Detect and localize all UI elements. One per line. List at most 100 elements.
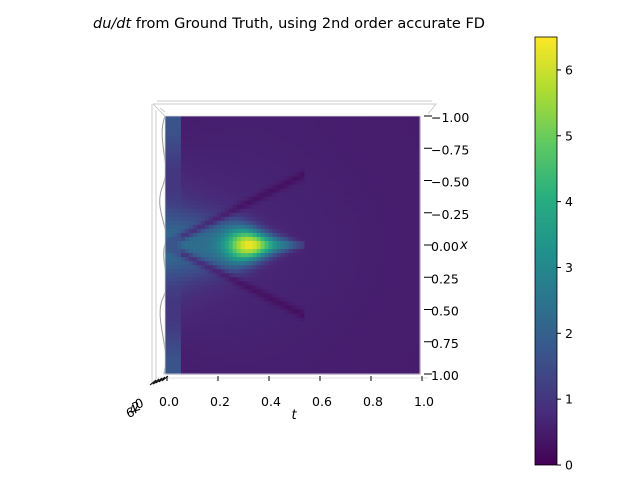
heatmap-cell (232, 317, 238, 323)
heatmap-cell (280, 345, 286, 351)
heatmap-cell (216, 313, 222, 319)
heatmap-cell (352, 245, 357, 250)
heatmap-cell (300, 240, 306, 246)
heatmap-cell (384, 200, 389, 206)
heatmap-cell (384, 228, 389, 234)
heatmap-cell (412, 293, 417, 299)
heatmap-cell (396, 261, 401, 266)
heatmap-cell (300, 301, 306, 307)
heatmap-cell (165, 204, 170, 210)
heatmap-cell (232, 240, 238, 246)
heatmap-cell (320, 369, 325, 375)
heatmap-cell (252, 277, 258, 282)
heatmap-cell (204, 204, 210, 210)
heatmap-cell (268, 329, 274, 335)
heatmap-cell (276, 309, 282, 315)
heatmap-cell (356, 285, 361, 290)
heatmap-cell (384, 188, 389, 194)
heatmap-cell (336, 220, 341, 226)
heatmap-cell (244, 140, 250, 145)
heatmap-cell (308, 293, 314, 299)
heatmap-cell (332, 293, 337, 299)
heatmap-cell (380, 144, 385, 149)
heatmap-cell (244, 337, 250, 343)
heatmap-cell (332, 357, 337, 363)
heatmap-cell (172, 253, 178, 258)
heatmap-cell (332, 337, 337, 343)
heatmap-cell (196, 313, 202, 319)
heatmap-cell (412, 152, 417, 157)
heatmap-cell (372, 228, 377, 234)
heatmap-cell (356, 269, 361, 274)
heatmap-cell (192, 293, 198, 299)
heatmap-cell (356, 361, 361, 367)
heatmap-cell (380, 192, 385, 198)
heatmap-cell (376, 196, 381, 202)
heatmap-cell (412, 253, 417, 258)
heatmap-cell (344, 269, 349, 274)
heatmap-cell (224, 325, 230, 331)
heatmap-cell (348, 200, 353, 206)
heatmap-cell (380, 220, 385, 226)
heatmap-cell (380, 285, 385, 290)
heatmap-cell (216, 208, 222, 214)
heatmap-cell (288, 285, 294, 290)
heatmap-cell (408, 216, 413, 222)
heatmap-cell (224, 136, 230, 141)
heatmap-cell (176, 236, 182, 242)
heatmap-cell (264, 240, 270, 246)
heatmap-cell (392, 168, 397, 174)
heatmap-cell (348, 208, 353, 214)
heatmap-cell (300, 164, 306, 170)
heatmap-cell (384, 253, 389, 258)
heatmap-cell (192, 160, 198, 165)
heatmap-cell (300, 357, 306, 363)
heatmap-cell (372, 188, 377, 194)
heatmap-cell (288, 188, 294, 194)
heatmap-cell (212, 192, 218, 198)
heatmap-cell (204, 281, 210, 286)
heatmap-cell (348, 361, 353, 367)
heatmap-cell (260, 321, 266, 327)
heatmap-cell (368, 245, 373, 250)
heatmap-cell (204, 321, 210, 327)
heatmap-cell (216, 317, 222, 323)
heatmap-cell (360, 188, 365, 194)
heatmap-cell (404, 325, 409, 331)
heatmap-cell (316, 140, 321, 145)
heatmap-cell (256, 204, 262, 210)
heatmap-cell (308, 128, 314, 133)
heatmap-cell (300, 317, 306, 323)
heatmap-cell (248, 305, 254, 311)
heatmap-cell (208, 200, 214, 206)
heatmap-cell (264, 249, 270, 254)
heatmap-cell (376, 176, 381, 182)
heatmap-cell (288, 353, 294, 359)
heatmap-cell (312, 245, 317, 250)
heatmap-cell (200, 228, 206, 234)
heatmap-cell (280, 365, 286, 371)
heatmap-cell (264, 140, 270, 145)
heatmap-cell (216, 120, 222, 125)
heatmap-cell (340, 361, 345, 367)
heatmap-cell (392, 273, 397, 278)
heatmap-cell (364, 228, 369, 234)
heatmap-cell (412, 116, 417, 121)
heatmap-cell (280, 245, 286, 250)
heatmap-cell (312, 124, 317, 129)
heatmap-cell (272, 180, 278, 186)
heatmap-cell (384, 236, 389, 242)
heatmap-cell (412, 265, 417, 270)
heatmap-cell (252, 144, 258, 149)
heatmap-cell (165, 297, 170, 303)
heatmap-cell (180, 200, 186, 206)
heatmap-cell (372, 365, 377, 371)
heatmap-cell (380, 172, 385, 178)
heatmap-cell (280, 261, 286, 266)
heatmap-cell (220, 164, 226, 170)
heatmap-cell (252, 236, 258, 242)
heatmap-cell (236, 176, 242, 182)
heatmap-cell (256, 216, 262, 222)
heatmap-cell (244, 245, 250, 250)
heatmap-cell (216, 321, 222, 327)
